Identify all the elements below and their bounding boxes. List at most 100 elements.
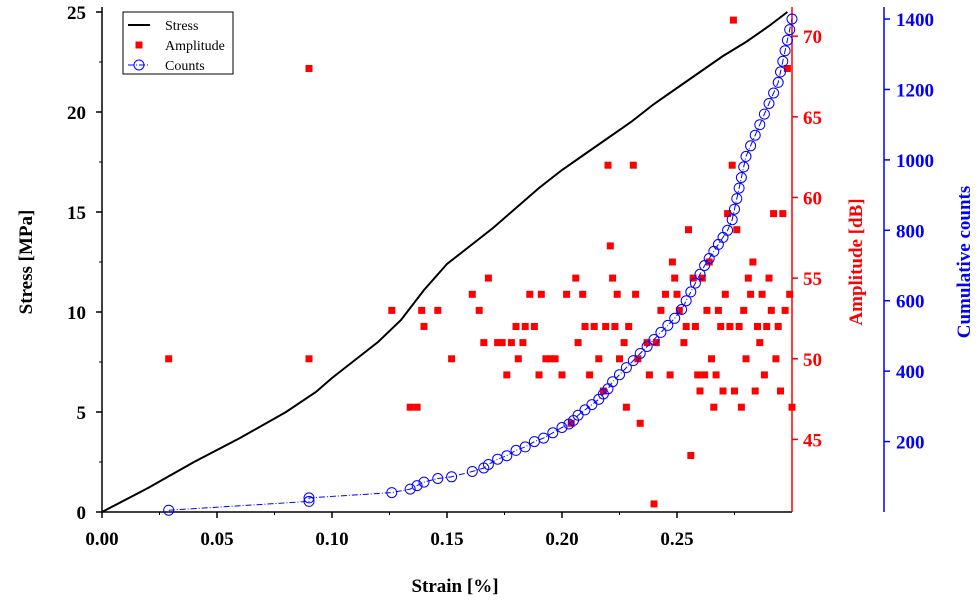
- amplitude-point: [668, 258, 676, 266]
- amplitude-point: [779, 210, 787, 218]
- counts-point: [655, 326, 667, 338]
- counts-point: [768, 87, 780, 99]
- amplitude-point: [503, 371, 511, 379]
- y-counts-tick-label: 1400: [896, 10, 934, 31]
- counts-point: [781, 34, 793, 46]
- counts-point: [528, 436, 540, 448]
- amplitude-point: [710, 403, 718, 411]
- y-axis-counts-title: Cumulative counts: [954, 186, 975, 339]
- stress-line: [101, 11, 789, 513]
- counts-point: [712, 238, 724, 250]
- counts-point: [763, 98, 775, 109]
- y-counts-tick-label: 800: [896, 221, 925, 242]
- amplitude-point: [611, 323, 619, 330]
- amplitude-point: [760, 371, 768, 379]
- counts-point: [386, 487, 398, 499]
- amplitude-point: [537, 290, 545, 298]
- amplitude-point: [632, 290, 640, 298]
- amplitude-point: [645, 371, 653, 379]
- counts-point: [446, 471, 458, 483]
- counts-point: [669, 312, 681, 324]
- counts-point: [772, 76, 784, 88]
- amplitude-point: [507, 339, 515, 347]
- counts-point: [501, 450, 513, 462]
- amplitude-point: [758, 290, 766, 298]
- counts-point: [689, 277, 701, 289]
- amplitude-point: [756, 339, 764, 347]
- y-amp-tick-label: 50: [803, 350, 822, 371]
- counts-point: [735, 172, 747, 183]
- amplitude-point: [731, 387, 738, 395]
- counts-point: [303, 495, 315, 507]
- amplitude-point: [657, 306, 665, 314]
- x-tick-label: 0.00: [85, 529, 118, 550]
- y-counts-tick-label: 400: [896, 362, 925, 383]
- amplitude-point: [728, 161, 736, 169]
- amplitude-point: [420, 323, 428, 330]
- x-tick-label: 0.05: [200, 529, 233, 550]
- amplitude-point: [687, 452, 695, 459]
- axes: 0.00 0.05 0.10 0.15 0.20 0.25 0 5 10 15 20 25 45 50 55…: [67, 3, 934, 550]
- amplitude-point: [547, 355, 554, 363]
- amplitude-point: [468, 290, 476, 298]
- amplitude-point: [763, 323, 771, 330]
- amplitude-point: [783, 65, 791, 72]
- amplitude-point: [643, 339, 651, 347]
- counts-point: [775, 66, 786, 78]
- counts-point: [538, 432, 550, 444]
- amplitude-point: [689, 274, 697, 282]
- y-axis-left-title: Stress [MPa]: [16, 210, 37, 315]
- amplitude-point: [694, 371, 702, 379]
- amplitude-point: [572, 274, 580, 282]
- amplitude-point: [767, 306, 775, 314]
- counts-point: [777, 55, 789, 67]
- counts-point: [510, 444, 522, 456]
- amplitude-point: [609, 274, 617, 282]
- y-left-tick-label: 20: [67, 103, 86, 124]
- counts-point: [733, 182, 745, 194]
- amplitude-point: [604, 161, 612, 169]
- amplitude-point: [673, 290, 681, 298]
- counts-point: [556, 422, 568, 433]
- amplitude-point: [701, 371, 709, 379]
- amplitude-point: [733, 226, 741, 234]
- amplitude-point: [740, 306, 748, 314]
- amplitude-point: [602, 323, 610, 330]
- counts-point: [411, 480, 423, 492]
- amplitude-point: [406, 403, 414, 411]
- counts-point: [586, 399, 598, 411]
- amplitude-point: [551, 355, 559, 363]
- legend: Stress Amplitude Counts: [122, 11, 234, 75]
- counts-point: [779, 45, 791, 57]
- amplitude-point: [388, 306, 396, 314]
- amplitude-point: [705, 258, 713, 266]
- counts-point: [519, 441, 531, 453]
- counts-point: [303, 492, 315, 504]
- amplitude-point: [717, 323, 725, 330]
- amplitude-point: [514, 355, 522, 363]
- amplitude-point: [749, 258, 757, 266]
- x-tick-label: 0.15: [430, 529, 463, 550]
- amplitude-point: [616, 355, 623, 363]
- amplitude-point: [586, 371, 594, 379]
- amplitude-point: [165, 355, 173, 363]
- amplitude-point: [413, 403, 421, 411]
- amplitude-point: [652, 339, 660, 347]
- amplitude-point: [721, 290, 729, 298]
- amplitude-point: [754, 323, 761, 330]
- amplitude-point: [650, 500, 658, 508]
- y-counts-tick-label: 1000: [896, 151, 934, 172]
- amplitude-point: [574, 339, 582, 347]
- amplitude-point: [724, 210, 732, 218]
- legend-amplitude-swatch: [135, 41, 143, 49]
- counts-point: [726, 214, 738, 226]
- counts-point: [432, 473, 444, 484]
- amplitude-point: [636, 419, 644, 427]
- x-tick-label: 0.10: [315, 529, 348, 550]
- counts-point: [729, 203, 740, 215]
- amplitude-point: [744, 274, 752, 282]
- counts-point: [784, 24, 796, 36]
- counts-point: [694, 268, 706, 280]
- amplitude-point: [662, 290, 669, 298]
- amplitude-point: [742, 355, 750, 363]
